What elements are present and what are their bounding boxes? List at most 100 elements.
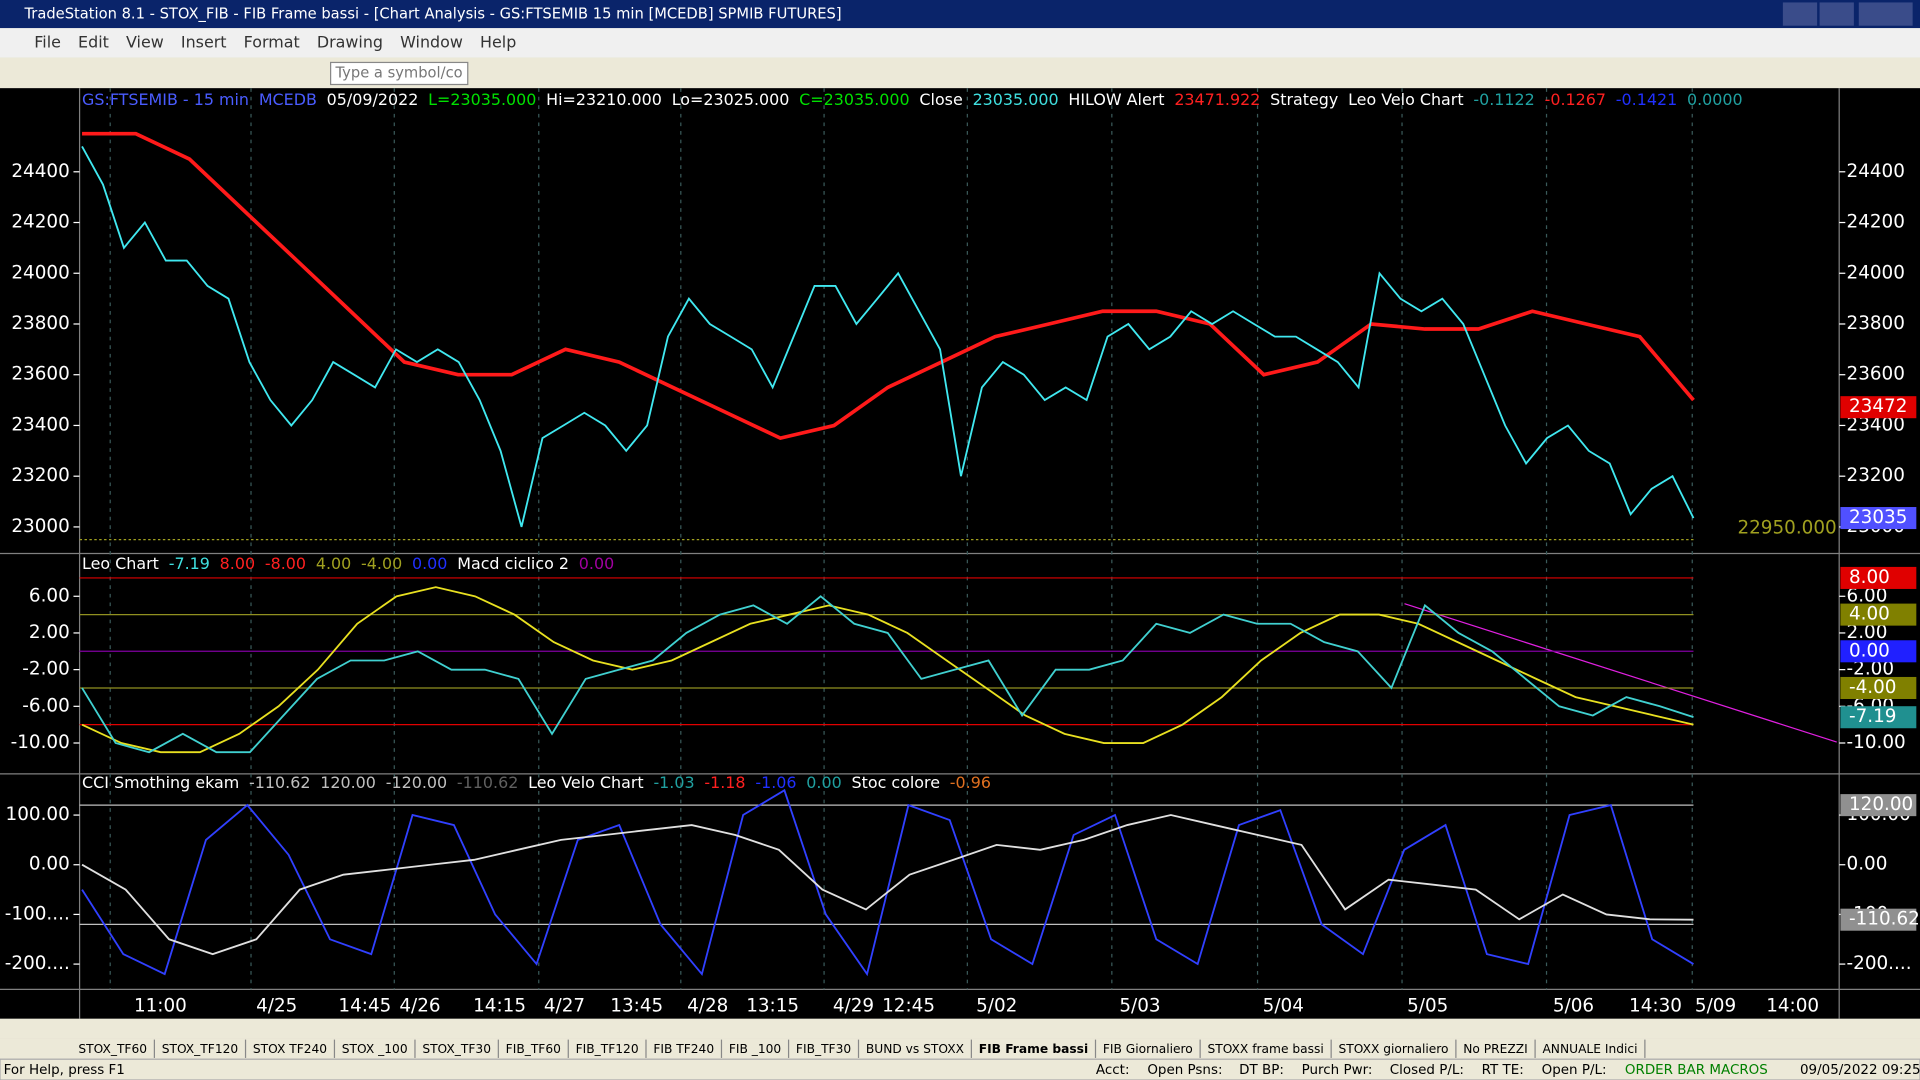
y-tick-label: -200.... — [5, 953, 70, 974]
tab[interactable]: FIB_TF120 — [576, 1042, 639, 1056]
window-title: TradeStation 8.1 - STOX_FIB - FIB Frame … — [23, 6, 841, 23]
pane-header-item: -1.06 — [755, 773, 796, 792]
tab[interactable]: FIB_TF60 — [506, 1042, 561, 1056]
tab[interactable]: STOX_TF120 — [162, 1042, 238, 1056]
x-tick-label: 4/28 — [687, 996, 728, 1017]
x-tick-label: 13:15 — [746, 996, 799, 1017]
tab[interactable]: No PREZZI — [1463, 1042, 1528, 1056]
tab[interactable]: BUND vs STOXX — [866, 1042, 964, 1056]
series-line — [82, 131, 1695, 441]
pane-header-item: -0.1267 — [1545, 90, 1606, 109]
pane-header-item: -110.62 — [249, 773, 310, 792]
y-tick-label: 0.00 — [29, 854, 70, 875]
pane-header-item: MCEDB — [259, 90, 317, 109]
pane-header-item: 05/09/2022 — [327, 90, 419, 109]
y-tick-label: -6.00 — [22, 695, 70, 716]
tab[interactable]: STOX_TF30 — [422, 1042, 491, 1056]
y-tick-label: 2.00 — [1847, 622, 1888, 643]
y-tick-label: -2.00 — [22, 659, 70, 680]
tab[interactable]: STOX _100 — [342, 1042, 408, 1056]
x-tick-label: 4/29 — [833, 996, 874, 1017]
title-bar — [0, 0, 1920, 29]
tab[interactable]: STOX TF240 — [253, 1042, 327, 1056]
status-item: Acct: — [1096, 1063, 1130, 1078]
value-box-label: 4.00 — [1849, 604, 1890, 625]
tab[interactable]: FIB Giornaliero — [1103, 1042, 1193, 1056]
y-tick-label: 6.00 — [1847, 585, 1888, 606]
value-box — [1840, 794, 1917, 817]
tab[interactable]: FIB _100 — [729, 1042, 781, 1056]
x-tick-label: 13:45 — [610, 996, 663, 1017]
y-tick-label: 100.00 — [6, 804, 70, 825]
y-tick-label: 24200 — [1847, 212, 1905, 233]
y-tick-label: 24200 — [11, 212, 69, 233]
symbol-box[interactable] — [330, 61, 469, 86]
menu-item[interactable]: Format — [244, 32, 300, 51]
status-item: 09/05/2022 09:25 — [1800, 1063, 1920, 1078]
menu-item[interactable]: Edit — [78, 32, 109, 51]
menu-item[interactable]: Insert — [181, 32, 227, 51]
maximize[interactable] — [1819, 2, 1854, 26]
x-tick-label: 4/25 — [256, 996, 297, 1017]
x-tick-label: 14:30 — [1629, 996, 1682, 1017]
pane-header-item: Hi=23210.000 — [546, 90, 662, 109]
minimize[interactable] — [1782, 2, 1818, 26]
x-tick-label: 5/03 — [1119, 996, 1160, 1017]
symbol-placeholder: Type a symbol/co — [335, 64, 463, 81]
value-box-label: -7.19 — [1849, 706, 1897, 727]
value-box-label: 120.00 — [1849, 794, 1913, 815]
pane-header-item: Close — [919, 90, 962, 109]
pane-header-item: HILOW Alert — [1068, 90, 1164, 109]
x-tick-label: 4/26 — [399, 996, 440, 1017]
pane-header-item: 0.00 — [579, 554, 614, 573]
menu-item[interactable]: Window — [400, 32, 463, 51]
close[interactable] — [1858, 2, 1913, 26]
value-box — [1840, 603, 1917, 626]
pane-header-item: -110.62 — [457, 773, 518, 792]
value-box-label: 23035 — [1849, 507, 1907, 528]
pane-header-item: -0.96 — [950, 773, 991, 792]
x-tick-label: 14:00 — [1766, 996, 1819, 1017]
pane-header-item: 0.0000 — [1687, 90, 1743, 109]
tab[interactable]: FIB_TF30 — [796, 1042, 851, 1056]
x-tick-label: 5/09 — [1695, 996, 1736, 1017]
y-tick-label: -200.... — [1847, 953, 1912, 974]
x-tick-label: 12:45 — [882, 996, 935, 1017]
y-tick-label: 23200 — [11, 465, 69, 486]
pane-header-item: Macd ciclico 2 — [457, 554, 569, 573]
menu-bar — [0, 28, 1920, 58]
pane-header-item: 8.00 — [220, 554, 255, 573]
y-tick-label: 6.00 — [29, 585, 70, 606]
trend-line — [1404, 603, 1837, 743]
y-tick-label: 24400 — [1847, 161, 1905, 182]
tab[interactable]: STOX_TF60 — [78, 1042, 147, 1056]
pane-header-item: Leo Velo Chart — [1348, 90, 1464, 109]
pane-header-item: Stoc colore — [852, 773, 940, 792]
y-tick-label: 23800 — [11, 313, 69, 334]
value-box — [1840, 640, 1917, 663]
pane-header-item: 0.00 — [806, 773, 841, 792]
menu-item[interactable]: View — [126, 32, 164, 51]
x-tick-label: 14:15 — [473, 996, 526, 1017]
pane-header-item: C=23035.000 — [799, 90, 909, 109]
menu-item[interactable]: Help — [480, 32, 516, 51]
tab[interactable]: STOXX frame bassi — [1207, 1042, 1323, 1056]
tab[interactable]: FIB TF240 — [653, 1042, 714, 1056]
level-label: 22950.000 — [1737, 518, 1836, 539]
y-tick-label: 0.00 — [1847, 854, 1888, 875]
pane-header-item: -1.03 — [653, 773, 694, 792]
pane-header-item: Leo Velo Chart — [528, 773, 644, 792]
pane-header-item: Lo=23025.000 — [672, 90, 790, 109]
tab[interactable]: FIB Frame bassi — [979, 1042, 1088, 1056]
x-tick-label: 5/04 — [1263, 996, 1304, 1017]
menu-item[interactable]: File — [34, 32, 61, 51]
menu-item[interactable]: Drawing — [317, 32, 383, 51]
y-tick-label: 23400 — [11, 414, 69, 435]
tab[interactable]: ANNUALE Indici — [1542, 1042, 1637, 1056]
scrollbar[interactable] — [0, 1018, 1920, 1039]
status-item: ORDER BAR MACROS — [1625, 1063, 1768, 1078]
tab-strip — [0, 1038, 1920, 1060]
pane-header-item: -1.18 — [704, 773, 745, 792]
tab[interactable]: STOXX giornaliero — [1339, 1042, 1449, 1056]
